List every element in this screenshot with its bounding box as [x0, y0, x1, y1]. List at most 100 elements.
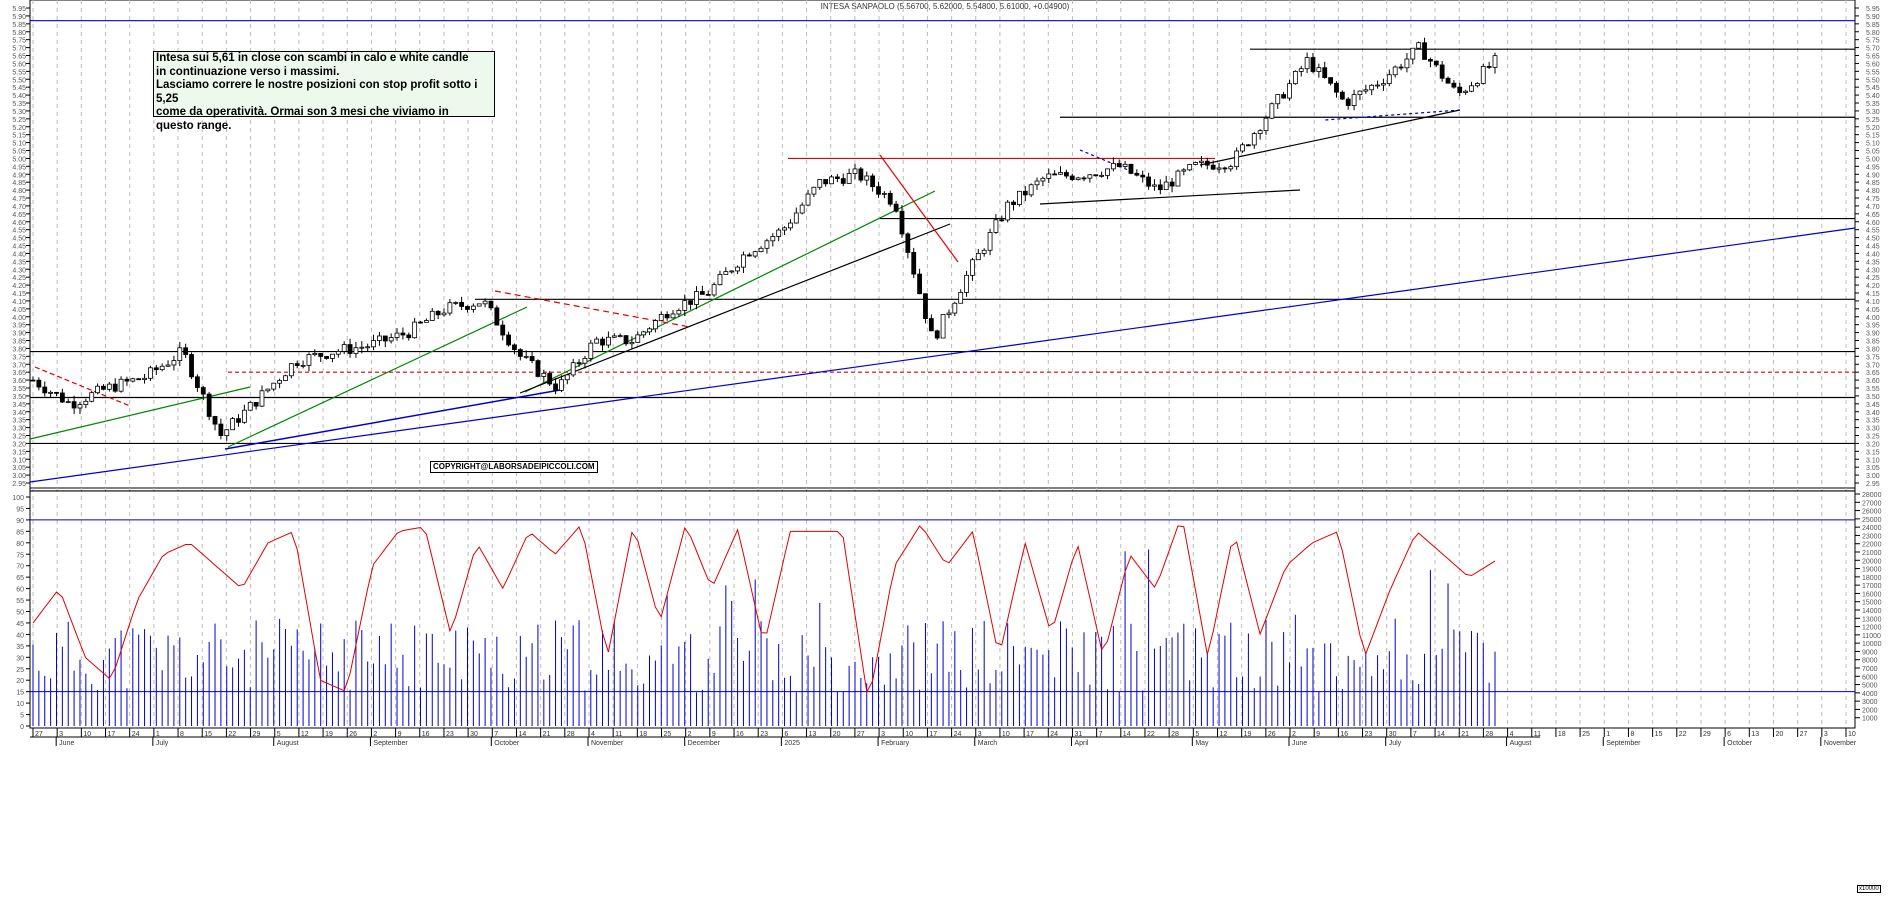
svg-text:4.00: 4.00 — [12, 315, 26, 322]
svg-text:5.40: 5.40 — [12, 93, 26, 100]
svg-text:3.15: 3.15 — [12, 449, 26, 456]
svg-text:50: 50 — [16, 610, 24, 617]
svg-text:4.95: 4.95 — [12, 164, 26, 171]
svg-text:6000: 6000 — [1862, 674, 1878, 681]
svg-text:5.35: 5.35 — [1866, 101, 1880, 108]
svg-text:30: 30 — [16, 655, 24, 662]
svg-text:5.90: 5.90 — [1866, 14, 1880, 21]
svg-text:4.30: 4.30 — [12, 267, 26, 274]
svg-text:22: 22 — [228, 731, 236, 738]
svg-text:3.25: 3.25 — [12, 434, 26, 441]
svg-text:27: 27 — [35, 731, 43, 738]
svg-text:7: 7 — [494, 731, 498, 738]
svg-text:3.45: 3.45 — [12, 402, 26, 409]
svg-text:October: October — [494, 740, 520, 747]
svg-text:15000: 15000 — [1862, 600, 1882, 607]
svg-text:17: 17 — [108, 731, 116, 738]
svg-text:3: 3 — [1824, 731, 1828, 738]
svg-text:August: August — [1510, 740, 1532, 747]
svg-text:1: 1 — [156, 731, 160, 738]
svg-text:27: 27 — [1800, 731, 1808, 738]
svg-text:4.80: 4.80 — [12, 188, 26, 195]
svg-text:3000: 3000 — [1862, 699, 1878, 706]
svg-text:29: 29 — [1703, 731, 1711, 738]
svg-text:5: 5 — [20, 713, 24, 720]
svg-text:5.40: 5.40 — [1866, 93, 1880, 100]
svg-text:27000: 27000 — [1862, 500, 1882, 507]
svg-text:December: December — [688, 740, 721, 747]
svg-text:3.05: 3.05 — [12, 465, 26, 472]
svg-text:5.15: 5.15 — [1866, 133, 1880, 140]
svg-text:2.95: 2.95 — [1866, 481, 1880, 488]
svg-text:60: 60 — [16, 587, 24, 594]
svg-text:3.40: 3.40 — [12, 410, 26, 417]
svg-text:12: 12 — [301, 731, 309, 738]
svg-text:5.75: 5.75 — [1866, 38, 1880, 45]
svg-text:28000: 28000 — [1862, 492, 1882, 499]
svg-text:April: April — [1074, 740, 1088, 747]
svg-text:8000: 8000 — [1862, 658, 1878, 665]
analysis-note: Intesa sui 5,61 in close con scambi in c… — [153, 51, 495, 132]
svg-text:February: February — [881, 740, 910, 747]
copyright-label: COPYRIGHT@LABORSADEIPICCOLI.COM — [430, 461, 598, 473]
svg-text:4.40: 4.40 — [12, 251, 26, 258]
svg-text:4.25: 4.25 — [12, 275, 26, 282]
svg-text:4: 4 — [591, 731, 595, 738]
svg-text:3.95: 3.95 — [12, 323, 26, 330]
svg-text:September: September — [373, 740, 408, 747]
svg-text:24000: 24000 — [1862, 525, 1882, 532]
svg-text:14: 14 — [1437, 731, 1445, 738]
svg-text:9000: 9000 — [1862, 649, 1878, 656]
svg-text:3.90: 3.90 — [12, 331, 26, 338]
svg-text:3.55: 3.55 — [12, 386, 26, 393]
volume-unit-label: x10000 — [1857, 885, 1881, 893]
svg-text:4.85: 4.85 — [12, 180, 26, 187]
svg-text:3.50: 3.50 — [12, 394, 26, 401]
svg-text:7000: 7000 — [1862, 666, 1878, 673]
svg-text:5.60: 5.60 — [1866, 61, 1880, 68]
svg-text:4.90: 4.90 — [1866, 172, 1880, 179]
svg-text:4.00: 4.00 — [1866, 315, 1880, 322]
svg-text:85: 85 — [16, 529, 24, 536]
svg-text:4.55: 4.55 — [12, 228, 26, 235]
svg-text:100: 100 — [12, 495, 24, 502]
svg-text:45: 45 — [16, 621, 24, 628]
svg-text:August: August — [277, 740, 299, 747]
svg-text:3.75: 3.75 — [1866, 354, 1880, 361]
svg-text:4.70: 4.70 — [1866, 204, 1880, 211]
svg-text:28: 28 — [1171, 731, 1179, 738]
svg-text:2000: 2000 — [1862, 707, 1878, 714]
svg-text:19000: 19000 — [1862, 567, 1882, 574]
svg-text:11000: 11000 — [1862, 633, 1881, 640]
svg-text:30: 30 — [1389, 731, 1397, 738]
svg-text:13: 13 — [809, 731, 817, 738]
svg-text:3: 3 — [978, 731, 982, 738]
svg-text:12000: 12000 — [1862, 625, 1882, 632]
svg-text:May: May — [1195, 740, 1209, 747]
svg-text:3.75: 3.75 — [12, 354, 26, 361]
svg-text:3.50: 3.50 — [1866, 394, 1880, 401]
svg-text:15: 15 — [204, 731, 212, 738]
svg-text:5.65: 5.65 — [12, 54, 26, 61]
svg-text:3.25: 3.25 — [1866, 434, 1880, 441]
svg-text:15: 15 — [16, 690, 24, 697]
svg-text:20: 20 — [16, 678, 24, 685]
svg-text:4.80: 4.80 — [1866, 188, 1880, 195]
svg-text:23: 23 — [1365, 731, 1373, 738]
svg-text:70: 70 — [16, 564, 24, 571]
svg-text:3.35: 3.35 — [1866, 418, 1880, 425]
svg-text:6: 6 — [784, 731, 788, 738]
svg-text:3.10: 3.10 — [12, 457, 26, 464]
svg-text:3.85: 3.85 — [1866, 339, 1880, 346]
svg-text:5.05: 5.05 — [1866, 149, 1880, 156]
svg-text:40: 40 — [16, 632, 24, 639]
svg-text:5.70: 5.70 — [12, 46, 26, 53]
svg-text:4.85: 4.85 — [1866, 180, 1880, 187]
svg-text:90: 90 — [16, 518, 24, 525]
svg-text:5.10: 5.10 — [1866, 141, 1880, 148]
svg-text:5000: 5000 — [1862, 683, 1878, 690]
svg-text:5.10: 5.10 — [12, 141, 26, 148]
svg-text:4.40: 4.40 — [1866, 251, 1880, 258]
svg-text:29: 29 — [253, 731, 261, 738]
